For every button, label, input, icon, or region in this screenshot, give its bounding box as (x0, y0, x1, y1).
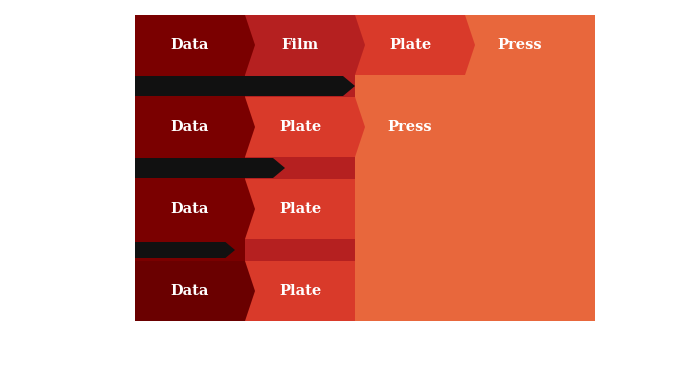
Bar (465, 15, 575, 75)
Text: Press: Press (498, 38, 543, 52)
Polygon shape (355, 15, 365, 75)
Bar (465, 15, 595, 321)
Bar (135, 15, 245, 75)
Bar (135, 261, 245, 321)
Polygon shape (135, 158, 285, 178)
Polygon shape (355, 97, 365, 157)
Bar (245, 261, 355, 321)
Text: Data: Data (171, 284, 209, 298)
Bar (355, 97, 465, 157)
Bar (135, 97, 245, 157)
Bar (245, 15, 355, 75)
Polygon shape (245, 261, 255, 321)
Text: Plate: Plate (279, 202, 321, 216)
Polygon shape (465, 15, 475, 75)
Polygon shape (135, 242, 235, 258)
Text: Plate: Plate (279, 284, 321, 298)
Bar (135, 15, 245, 321)
Text: Data: Data (171, 120, 209, 134)
Polygon shape (245, 97, 255, 157)
Polygon shape (245, 15, 255, 75)
Polygon shape (135, 76, 355, 96)
Bar (245, 97, 355, 157)
Bar (355, 15, 465, 75)
Text: Plate: Plate (279, 120, 321, 134)
Polygon shape (245, 179, 255, 239)
Bar (355, 75, 465, 321)
Text: Film: Film (282, 38, 318, 52)
Bar (245, 15, 355, 321)
Bar (135, 179, 245, 239)
Bar (245, 179, 355, 239)
Text: Data: Data (171, 38, 209, 52)
Bar (355, 15, 465, 75)
Text: Plate: Plate (389, 38, 431, 52)
Text: Data: Data (171, 202, 209, 216)
Text: Press: Press (388, 120, 432, 134)
